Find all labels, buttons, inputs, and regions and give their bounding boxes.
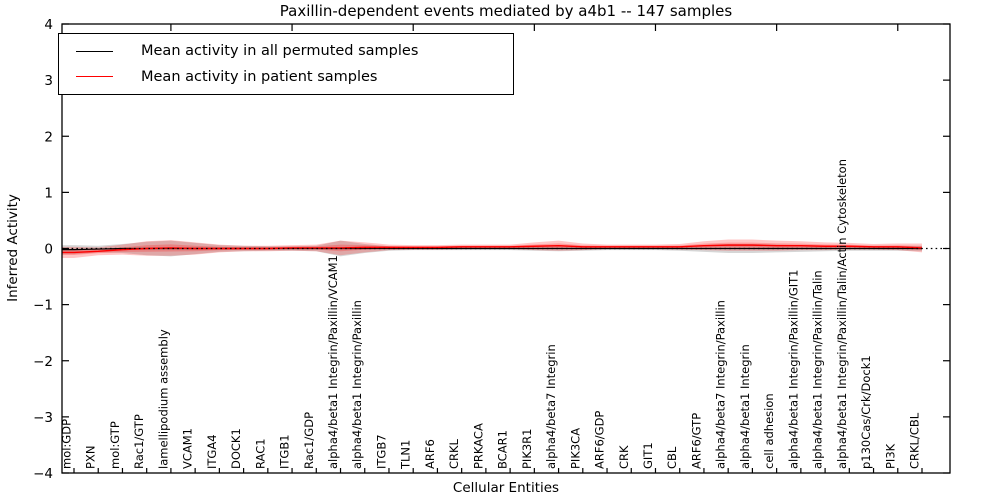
x-tick-label: RAC1 [253,438,267,469]
x-tick-label: p130Cas/Crk/Dock1 [859,355,873,469]
y-axis-ticks: 4 3 2 1 0 −1 −2 −3 −4 [33,17,950,482]
x-tick-label: Rac1/GTP [132,414,146,469]
legend-label-patient: Mean activity in patient samples [141,68,378,85]
x-tick-label: alpha4/beta1 Integrin/Paxillin [350,300,364,469]
legend-entry-patient: Mean activity in patient samples [59,69,513,85]
x-tick-label: alpha4/beta7 Integrin/Paxillin [714,300,728,469]
x-axis-ticks [73,468,923,473]
y-tick-label: 4 [44,17,53,33]
x-tick-label: cell adhesion [762,393,776,469]
permuted-line-sample-icon [76,50,113,52]
x-tick-label: ARF6/GTP [689,413,703,469]
x-tick-label: CBL [665,446,679,469]
legend-label-permuted: Mean activity in all permuted samples [141,43,419,60]
legend-entry-permuted: Mean activity in all permuted samples [59,43,513,59]
y-tick-label: 3 [44,73,53,89]
x-axis-label: Cellular Entities [452,480,560,496]
patient-mean-line [62,244,923,254]
x-tick-label: Rac1/GDP [302,412,316,469]
x-tick-label: PXN [84,446,98,469]
x-tick-label: ITGB1 [278,434,292,469]
x-tick-label: PIK3CA [568,428,582,469]
x-tick-label: ITGB7 [374,434,388,469]
x-tick-label: CRKL/CBL [908,412,922,469]
x-tick-label: PRKACA [471,423,485,469]
x-tick-label: VCAM1 [181,428,195,469]
y-tick-label: −4 [33,466,53,482]
y-tick-label: −2 [33,354,53,370]
patient-line-sample-icon [76,76,113,78]
x-tick-label: alpha4/beta1 Integrin/Paxillin/Talin/Act… [835,159,849,469]
y-tick-label: 2 [44,129,53,145]
x-tick-label: BCAR1 [496,430,510,469]
y-tick-label: 0 [44,242,53,258]
y-tick-label: −3 [33,410,53,426]
x-tick-label: mol:GDP [60,419,74,469]
y-tick-label: 1 [44,185,53,201]
x-tick-label: CRKL [447,438,461,469]
x-tick-label: ARF6/GDP [593,411,607,469]
y-axis-label: Inferred Activity [5,194,21,302]
x-tick-label: alpha4/beta1 Integrin/Paxillin/VCAM1 [326,255,340,469]
x-tick-label: alpha4/beta1 Integrin/Paxillin/Talin [811,270,825,469]
x-tick-label: alpha4/beta1 Integrin/Paxillin/GIT1 [786,270,800,469]
x-tick-labels: mol:GDP PXN mol:GTP Rac1/GTP lamellipodium a… [60,159,922,470]
x-tick-label: PIK3R1 [520,429,534,470]
x-tick-label: alpha4/beta1 Integrin [738,344,752,469]
legend: Mean activity in all permuted samples Me… [58,33,514,95]
x-tick-label: TLN1 [399,440,413,470]
x-tick-label: CRK [617,445,631,469]
x-tick-label: mol:GTP [108,421,122,469]
x-tick-label: ITGA4 [205,434,219,469]
x-tick-label: ARF6 [423,439,437,469]
x-tick-label: lamellipodium assembly [156,329,170,469]
top-axis-ticks [170,24,899,31]
x-tick-label: PI3K [883,443,897,469]
x-tick-label: alpha4/beta7 Integrin [544,344,558,469]
chart-title: Paxillin-dependent events mediated by a4… [279,2,733,20]
y-tick-label: −1 [33,298,53,314]
x-tick-label: GIT1 [641,442,655,469]
x-tick-label: DOCK1 [229,428,243,469]
